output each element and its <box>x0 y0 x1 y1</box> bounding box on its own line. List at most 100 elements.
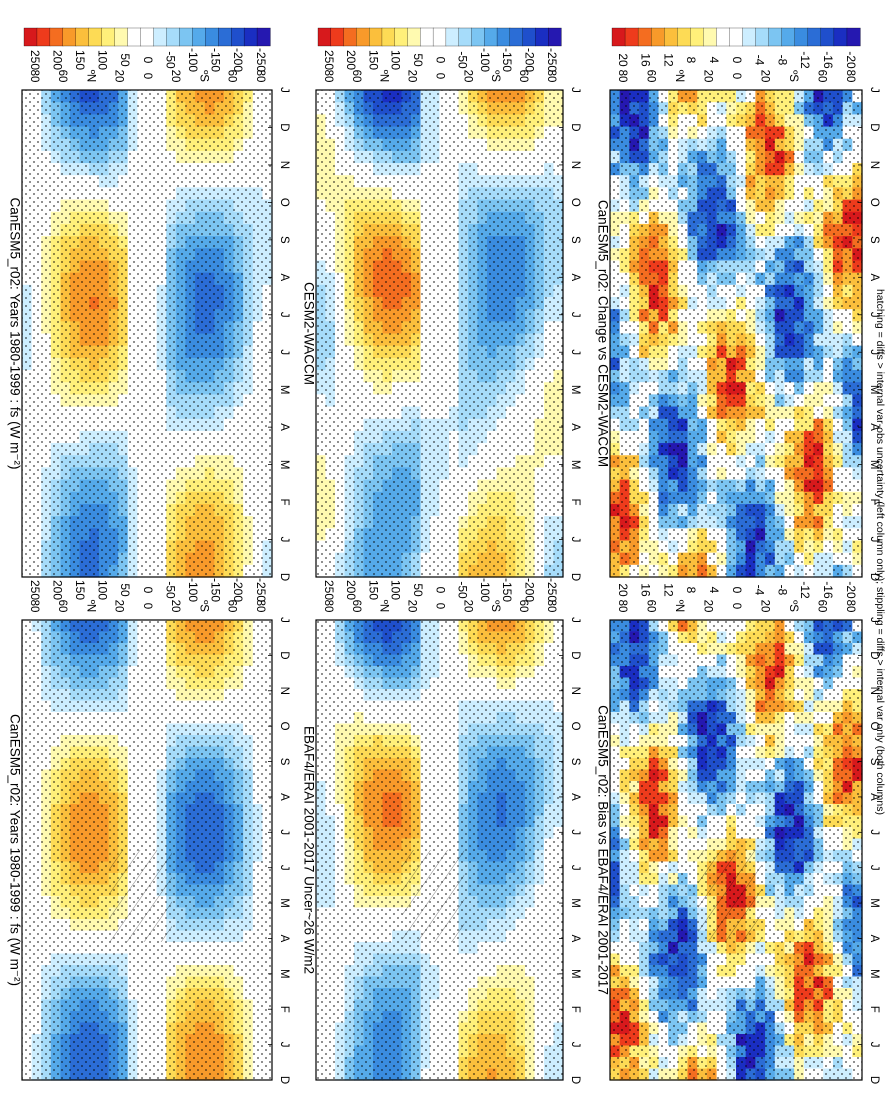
latitude-tick-label: ºS <box>197 70 209 82</box>
colorbar-tick-label: 100 <box>96 580 110 600</box>
colorbar-swatch <box>394 27 409 47</box>
stipple-overlay <box>22 90 272 577</box>
colorbar-swatch <box>256 27 271 47</box>
month-tick-label: A <box>278 935 290 943</box>
colorbar-tick-label: 250 <box>322 580 336 600</box>
latitude-tick-label: 0 <box>433 73 445 79</box>
latitude-tick-label: 60 <box>350 600 362 613</box>
colorbar-swatch <box>62 27 77 47</box>
month-tick-label: J <box>278 537 290 543</box>
colorbar: 250 200 150 100 50 0 -50 -100 -150 -200 -250 <box>23 27 271 72</box>
month-tick-label: M <box>278 460 290 470</box>
colorbar-swatch <box>231 27 245 47</box>
hatch-overlay <box>109 850 172 942</box>
month-tick-label: J <box>569 617 581 623</box>
latitude-tick-label: 20 <box>169 70 181 83</box>
colorbar-swatch <box>381 27 396 47</box>
colorbar-tick-label: 100 <box>389 580 403 600</box>
latitude-tick-label: 60 <box>56 70 68 83</box>
colorbar-tick-label: -200 <box>523 48 537 72</box>
colorbar-swatch <box>166 27 180 47</box>
colorbar-swatch <box>496 27 511 47</box>
latitude-tick-label: 80 <box>322 600 334 613</box>
panel-title: CESM2-WACCM <box>301 282 316 385</box>
month-tick-label: J <box>278 312 290 318</box>
month-tick-label: A <box>569 793 581 801</box>
colorbar-tick-label: -150 <box>209 48 223 72</box>
month-tick-label: A <box>278 793 290 801</box>
latitude-tick-label: 60 <box>517 600 529 613</box>
month-tick-label: M <box>569 969 581 979</box>
month-tick-label: O <box>278 722 290 731</box>
latitude-tick-label: 60 <box>517 70 529 83</box>
latitude-tick-label: 0 <box>433 603 445 609</box>
latitude-tick-label: 60 <box>350 70 362 83</box>
latitude-tick-label: 20 <box>406 70 418 83</box>
colorbar-tick-label: 0 <box>433 57 447 64</box>
colorbar-tick-label: 200 <box>344 50 358 70</box>
panel-frame <box>315 89 564 578</box>
colorbar-tick-label: -200 <box>231 48 245 72</box>
colorbar-swatch <box>445 27 460 47</box>
colorbar-swatch <box>522 27 536 47</box>
month-tick-label: M <box>278 385 290 395</box>
month-tick-label: F <box>569 1006 581 1013</box>
latitude-tick-label: 20 <box>113 70 125 83</box>
month-tick-label: S <box>569 236 581 244</box>
colorbar-tick-label: 50 <box>118 53 132 67</box>
colorbar-swatch <box>420 27 434 47</box>
colorbar-tick-label: 250 <box>28 50 42 70</box>
month-tick-label: S <box>278 758 290 766</box>
latitude-tick-label: ºN <box>378 600 390 613</box>
colorbar-swatch <box>179 27 193 47</box>
month-tick-label: J <box>278 617 290 623</box>
colorbar-swatch <box>509 27 524 47</box>
latitude-tick-label: 80 <box>28 600 40 613</box>
colorbar-swatch <box>484 27 498 47</box>
latitude-tick-label: ºS <box>489 70 501 82</box>
colorbar-tick-label: -100 <box>478 48 492 72</box>
colorbar-tick-label: 250 <box>322 50 336 70</box>
month-tick-label: D <box>569 1076 581 1084</box>
month-tick-label: M <box>569 460 581 470</box>
latitude-tick-label: 80 <box>545 70 557 83</box>
colorbar-tick-label: 50 <box>411 53 425 67</box>
colorbar-tick-label: -50 <box>163 51 177 69</box>
colorbar-tick-label: 100 <box>96 50 110 70</box>
month-tick-label: D <box>278 651 290 659</box>
colorbar-tick-label: 200 <box>50 50 64 70</box>
month-tick-label: D <box>278 573 290 581</box>
panel-title: EBAF4/ERAI 2001-2017 Uncer~26 W/m2 <box>301 726 316 974</box>
colorbar-swatch <box>114 27 129 47</box>
month-tick-label: M <box>569 385 581 395</box>
month-tick-label: O <box>569 198 581 207</box>
panel-frame <box>21 89 273 578</box>
latitude-tick-label: 60 <box>226 70 238 83</box>
month-tick-label: N <box>569 687 581 695</box>
month-tick-label: A <box>278 423 290 431</box>
colorbar-swatch <box>88 27 103 47</box>
colorbar-swatch <box>369 27 383 47</box>
latitude-tick-label: 20 <box>113 600 125 613</box>
month-tick-label: J <box>278 829 290 835</box>
colorbar-swatch <box>407 27 421 47</box>
month-tick-label: O <box>569 722 581 731</box>
colorbar-swatch <box>75 27 90 47</box>
month-tick-label: J <box>278 349 290 355</box>
colorbar-swatch <box>317 27 332 47</box>
month-tick-label: A <box>569 935 581 943</box>
month-tick-label: D <box>569 573 581 581</box>
colorbar-tick-label: 150 <box>73 580 87 600</box>
latitude-tick-label: 0 <box>141 73 153 79</box>
month-tick-label: J <box>278 1042 290 1048</box>
month-tick-label: M <box>278 898 290 908</box>
month-tick-label: J <box>569 829 581 835</box>
latitude-tick-label: 80 <box>254 70 266 83</box>
latitude-tick-label: 80 <box>254 600 266 613</box>
colorbar-swatch <box>205 27 219 47</box>
colorbar-tick-label: -150 <box>500 578 514 602</box>
colorbar-tick-label: -250 <box>545 578 559 602</box>
